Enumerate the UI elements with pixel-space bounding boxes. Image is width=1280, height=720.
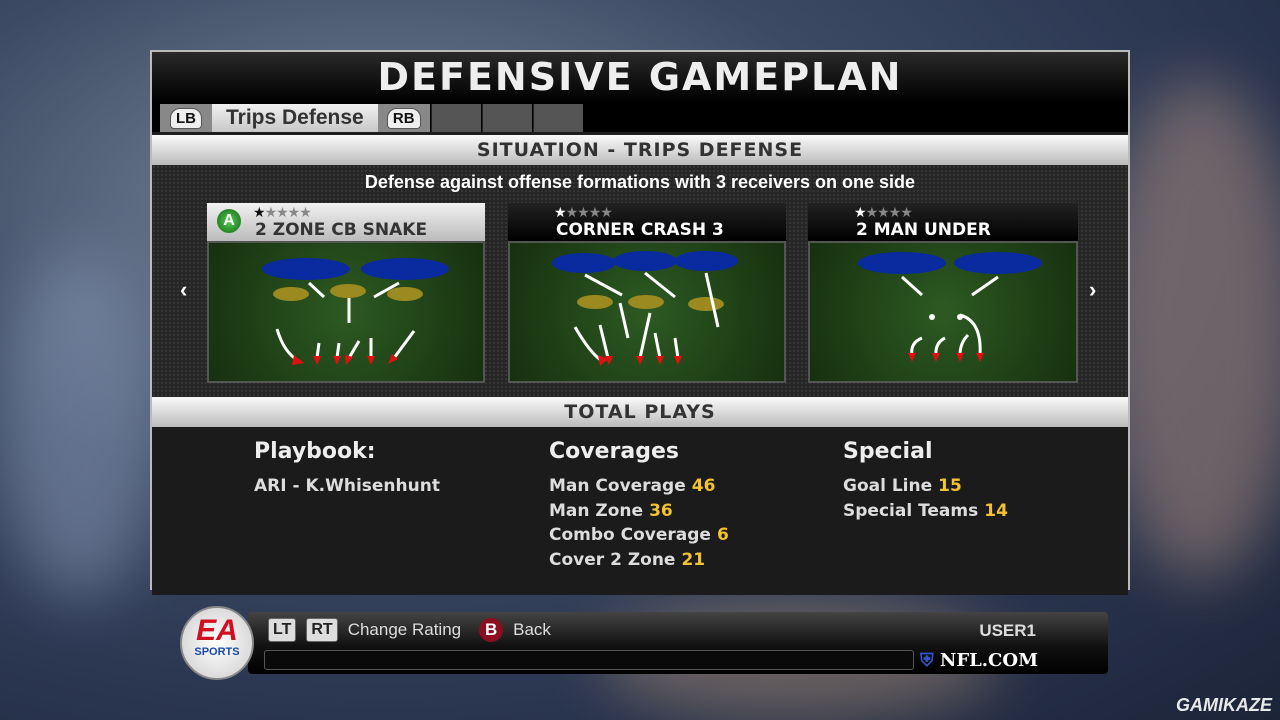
- play-card[interactable]: ★★★★★ CORNER CRASH 3: [508, 203, 786, 385]
- lt-button[interactable]: LT: [268, 618, 297, 642]
- play-name: 2 ZONE CB SNAKE: [255, 220, 428, 240]
- total-plays-section: Playbook: ARI - K.Whisenhunt Coverages Ma…: [152, 427, 1128, 595]
- rb-button[interactable]: RB: [377, 104, 430, 132]
- item-label: Man Coverage: [549, 476, 686, 496]
- situation-description: Defense against offense formations with …: [364, 172, 916, 192]
- play-name: 2 MAN UNDER: [856, 220, 991, 240]
- item-count: 21: [681, 549, 706, 570]
- item-count: 36: [649, 500, 673, 521]
- list-item: Combo Coverage 6: [549, 523, 729, 548]
- play-card[interactable]: A ★★★★★ 2 ZONE CB SNAKE: [207, 203, 485, 385]
- user-label: USER1: [979, 621, 1036, 640]
- play-card[interactable]: ★★★★★ 2 MAN UNDER: [808, 203, 1078, 385]
- item-label: Cover 2 Zone: [549, 549, 676, 570]
- item-label: Special Teams: [843, 500, 979, 521]
- rt-button[interactable]: RT: [306, 618, 338, 642]
- item-count: 15: [938, 476, 962, 496]
- tab-empty[interactable]: [481, 104, 532, 132]
- ea-sports-logo: EA SPORTS: [180, 606, 254, 680]
- watermark: GAMIKAZE: [1176, 695, 1272, 715]
- item-count: 14: [984, 500, 1008, 521]
- item-label: Combo Coverage: [549, 525, 711, 545]
- rating-stars: ★★★★★: [854, 204, 913, 220]
- nfl-logo: ⛨ NFL.COM: [920, 650, 1038, 671]
- b-button-icon[interactable]: B: [479, 618, 504, 642]
- play-name: CORNER CRASH 3: [556, 220, 724, 240]
- item-label: Goal Line: [843, 476, 933, 496]
- playbook-title: Playbook:: [254, 439, 376, 464]
- a-button-icon: A: [217, 209, 241, 233]
- item-count: 6: [716, 525, 729, 545]
- situation-section: Defense against offense formations with …: [152, 165, 1128, 397]
- change-rating-label[interactable]: Change Rating: [347, 620, 462, 639]
- lb-label: LB: [170, 107, 202, 129]
- ticker-bar: [264, 650, 914, 670]
- total-plays-header: TOTAL PLAYS: [152, 397, 1128, 427]
- tab-trips-defense[interactable]: Trips Defense: [212, 104, 378, 132]
- list-item: Goal Line 15: [843, 474, 1008, 499]
- nfl-text: NFL.COM: [939, 650, 1038, 671]
- special-title: Special: [843, 439, 933, 464]
- list-item: Man Coverage 46: [549, 474, 729, 499]
- rb-label: RB: [386, 107, 421, 129]
- play-diagram: [207, 241, 485, 383]
- item-label: Man Zone: [549, 500, 644, 521]
- item-count: 46: [691, 476, 716, 496]
- tab-empty[interactable]: [532, 104, 583, 132]
- list-item: Special Teams 14: [843, 499, 1008, 524]
- play-diagram: [808, 241, 1078, 383]
- lb-button[interactable]: LB: [160, 104, 212, 132]
- nfl-shield-icon: ⛨: [920, 650, 934, 671]
- back-label[interactable]: Back: [513, 620, 551, 639]
- list-item: Cover 2 Zone 21: [549, 548, 729, 573]
- page-title: DEFENSIVE GAMEPLAN: [152, 52, 1128, 102]
- rating-stars: ★★★★★: [554, 204, 613, 220]
- coverages-title: Coverages: [549, 439, 679, 464]
- situation-header: SITUATION - TRIPS DEFENSE: [152, 135, 1128, 165]
- list-item: Man Zone 36: [549, 499, 729, 524]
- chevron-right-icon[interactable]: ›: [1089, 277, 1097, 302]
- playbook-value: ARI - K.Whisenhunt: [254, 476, 440, 496]
- tab-bar: LB Trips Defense RB: [152, 102, 1128, 132]
- play-diagram: [508, 241, 786, 383]
- footer-bar: LT RT Change Rating B Back USER1 ⛨ NFL.C…: [248, 612, 1108, 674]
- rating-stars: ★★★★★: [253, 204, 312, 220]
- tab-empty[interactable]: [430, 104, 481, 132]
- chevron-left-icon[interactable]: ‹: [180, 277, 188, 302]
- gameplan-panel: DEFENSIVE GAMEPLAN LB Trips Defense RB S…: [150, 50, 1130, 595]
